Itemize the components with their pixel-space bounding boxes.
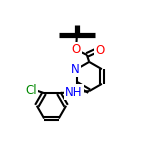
Text: O: O bbox=[72, 43, 81, 56]
Text: NH: NH bbox=[65, 86, 83, 99]
Text: O: O bbox=[95, 44, 105, 57]
Text: N: N bbox=[71, 63, 79, 76]
Text: Cl: Cl bbox=[25, 84, 37, 97]
